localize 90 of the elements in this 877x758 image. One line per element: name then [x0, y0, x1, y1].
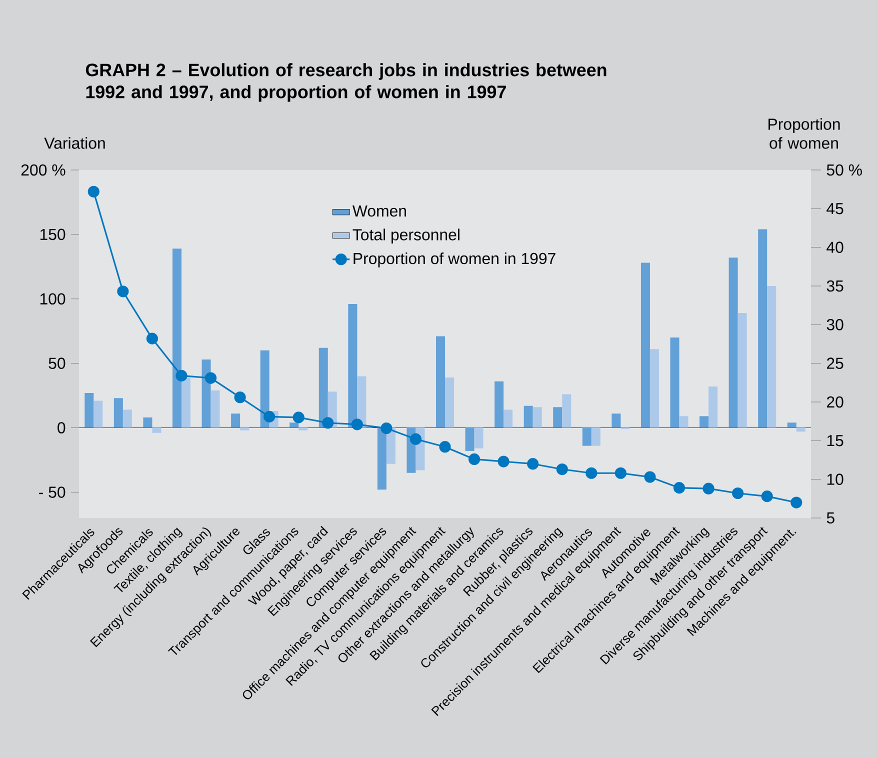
bar: [650, 349, 659, 428]
bar: [465, 428, 474, 451]
point: [439, 441, 451, 453]
point: [204, 372, 217, 384]
bar: [532, 407, 542, 428]
bar: [474, 428, 484, 448]
point: [410, 433, 422, 445]
chart-title: GRAPH 2 – Evolution of research jobs in industries between 1992 and 1997, and proportion of women in 1997: [86, 63, 606, 102]
bar: [612, 414, 621, 428]
bar: [348, 304, 358, 428]
bar: [202, 359, 211, 428]
y-tick-label: 50: [48, 358, 66, 369]
bar: [738, 313, 747, 428]
bar: [260, 350, 270, 428]
point: [234, 392, 246, 404]
bar: [94, 400, 103, 428]
bar: [582, 428, 592, 446]
legend-label: Proportion of women in 1997: [354, 252, 556, 268]
y2-tick-label: 5: [826, 512, 834, 524]
point: [264, 410, 276, 422]
bar: [758, 229, 768, 428]
bar: [84, 392, 94, 428]
bar: [591, 428, 600, 446]
point: [380, 422, 392, 434]
bar: [553, 407, 562, 428]
bar: [210, 390, 220, 428]
y-tick-label: 0: [58, 422, 66, 434]
y2-tick-label: 15: [827, 435, 844, 446]
y2-axis-title: Proportion of women: [768, 118, 840, 149]
bar: [679, 416, 688, 428]
point: [761, 490, 773, 502]
bar: [290, 422, 299, 428]
y2-tick-label: 50 %: [826, 164, 862, 176]
point: [322, 417, 334, 429]
point: [732, 487, 744, 500]
bar: [494, 381, 504, 428]
y2-tick-label: 40: [826, 242, 844, 253]
y2-tick-label: 45: [826, 203, 844, 214]
point: [702, 482, 714, 494]
point: [556, 463, 568, 476]
point: [644, 471, 656, 483]
y2-tick-label: 20: [826, 396, 844, 408]
point: [146, 332, 158, 344]
bar: [445, 377, 454, 428]
bar: [240, 428, 250, 430]
bar: [504, 410, 513, 428]
point: [586, 467, 598, 479]
point: [790, 496, 802, 508]
bar: [524, 406, 533, 428]
y-axis-title: Variation: [44, 137, 105, 149]
bar: [436, 336, 446, 428]
bar: [708, 386, 718, 428]
bar: [122, 410, 132, 428]
bar: [562, 394, 572, 428]
bar: [152, 428, 162, 433]
point: [673, 482, 686, 494]
y2-tick-label: 10: [827, 474, 844, 485]
y-tick-label: 150: [40, 228, 66, 240]
point: [88, 186, 100, 198]
bar: [670, 338, 680, 428]
bar: [787, 422, 796, 428]
point: [117, 286, 129, 298]
point: [527, 458, 539, 470]
y2-tick-label: 25: [826, 358, 844, 369]
bar: [796, 428, 806, 432]
y2-tick-label: 35: [826, 280, 844, 292]
bar: [181, 377, 190, 428]
legend-label: Women: [352, 205, 406, 217]
legend-label: Total personnel: [352, 228, 460, 244]
point: [614, 467, 626, 479]
point: [498, 456, 510, 468]
bar: [143, 417, 152, 428]
bar: [114, 398, 123, 428]
bar: [231, 414, 240, 428]
y-tick-label: 100: [40, 293, 66, 305]
bar: [640, 262, 650, 428]
bar: [318, 348, 328, 428]
bar: [728, 258, 738, 428]
bar: [767, 286, 776, 428]
bar: [172, 248, 182, 428]
bar: [377, 428, 386, 490]
bar: [700, 416, 709, 428]
bar: [298, 428, 308, 430]
y-tick-label: - 50: [39, 486, 66, 498]
y2-tick-label: 30: [826, 319, 844, 330]
y-tick-label: 200 %: [21, 164, 66, 176]
point: [292, 412, 304, 424]
point: [176, 370, 188, 382]
point: [468, 453, 480, 466]
point: [351, 418, 363, 430]
